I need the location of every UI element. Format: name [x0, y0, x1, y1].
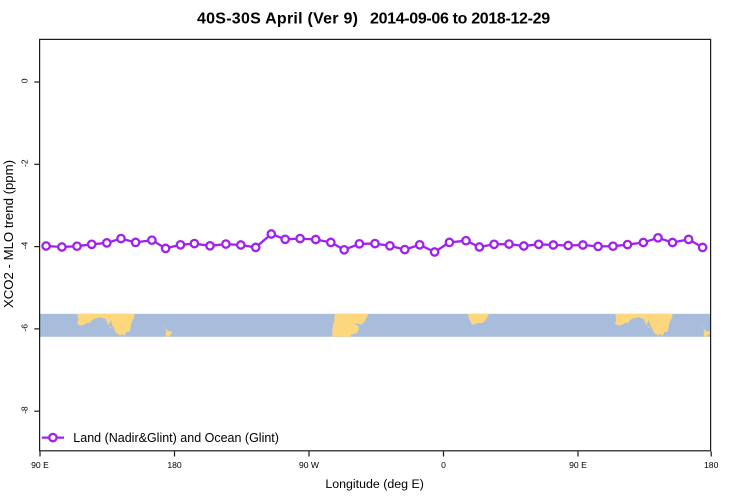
svg-text:180: 180 [704, 460, 719, 470]
svg-text:-4: -4 [19, 241, 29, 249]
svg-text:40S-30S April (Ver 9): 40S-30S April (Ver 9) [197, 10, 358, 27]
svg-text:Land (Nadir&Glint) and Ocean (: Land (Nadir&Glint) and Ocean (Glint) [73, 431, 279, 445]
svg-text:90 E: 90 E [569, 460, 587, 470]
svg-text:90 W: 90 W [299, 460, 320, 470]
svg-text:Longitude (deg E): Longitude (deg E) [325, 477, 424, 491]
svg-text:0: 0 [441, 460, 446, 470]
svg-text:180: 180 [167, 460, 182, 470]
svg-text:2014-09-06 to 2018-12-29: 2014-09-06 to 2018-12-29 [370, 10, 550, 27]
svg-text:-6: -6 [19, 324, 29, 332]
svg-text:XCO2 - MLO trend (ppm): XCO2 - MLO trend (ppm) [1, 160, 16, 308]
svg-text:0: 0 [19, 78, 29, 83]
svg-text:90 E: 90 E [31, 460, 49, 470]
svg-text:-8: -8 [19, 406, 29, 414]
svg-text:-2: -2 [19, 159, 29, 167]
